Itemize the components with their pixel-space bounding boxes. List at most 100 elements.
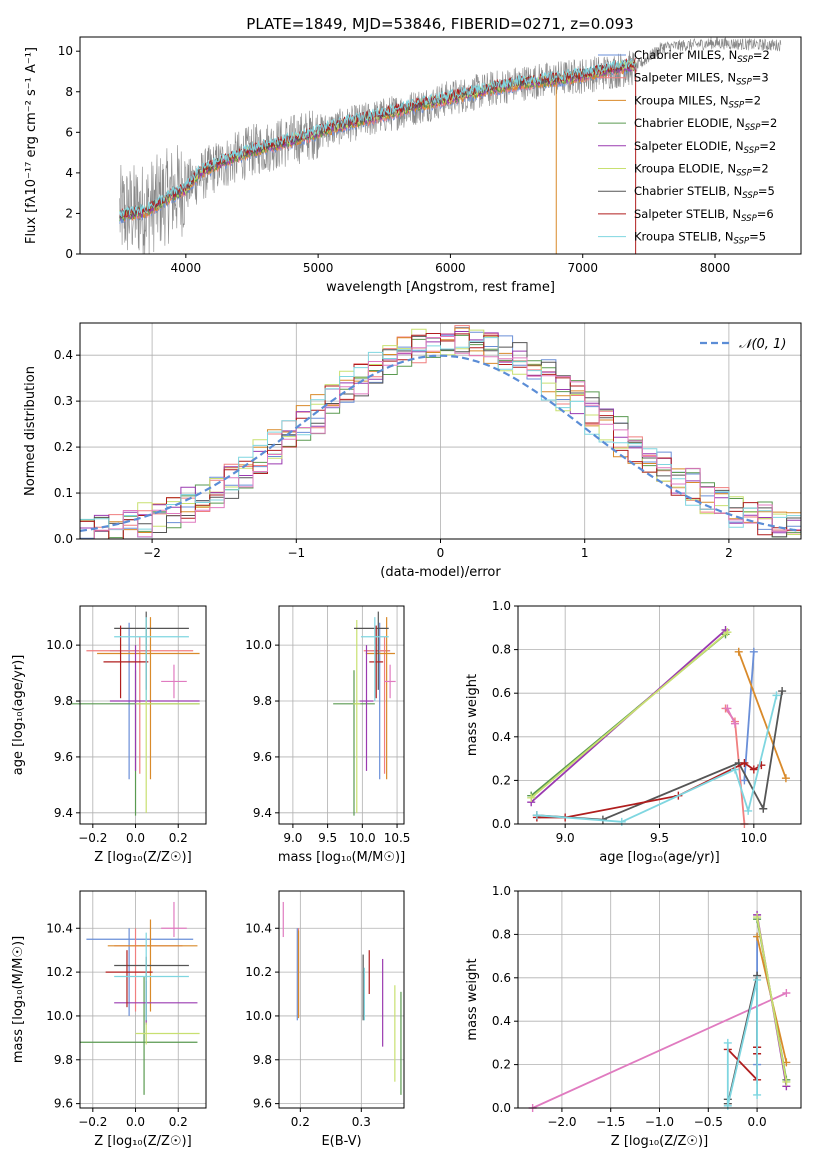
legend-entry-text: Chabrier MILES, N xyxy=(634,48,737,62)
tick-label-y: 9.8 xyxy=(54,1053,73,1067)
series-line-pink xyxy=(532,992,787,1109)
axes-frame xyxy=(517,890,802,1109)
tick-label-x: −1.5 xyxy=(596,1115,625,1129)
tick-label-x: 0.2 xyxy=(169,831,188,845)
tick-label-x: 0.2 xyxy=(291,1115,310,1129)
tick-label-y: 10.0 xyxy=(46,638,73,652)
marker-kroupa_stelib xyxy=(753,975,762,984)
axes-frame xyxy=(79,322,802,540)
legend-entry-value: =5 xyxy=(758,184,775,198)
y-axis-label: Normed distribution xyxy=(23,366,38,496)
tick-label-y: 10.0 xyxy=(245,1009,272,1023)
marker-chabrier_stelib xyxy=(759,804,768,813)
tick-label-y: 0.6 xyxy=(492,971,511,985)
marker-salpeter_stelib xyxy=(740,758,749,767)
legend-entry-text: Salpeter STELIB, N xyxy=(634,207,741,221)
marker-salpeter_stelib xyxy=(749,765,758,774)
tick-label-y: 0.8 xyxy=(492,927,511,941)
model-spectrum-salpeter_elodie xyxy=(119,62,636,221)
legend-entry-value: =5 xyxy=(749,230,766,244)
residual-histogram-panel: −2 −1 0 1 2 0.0 0.1 0.2 0.3 0.4 (data-model)/error… xyxy=(23,322,802,580)
marker-kroupa_elodie xyxy=(782,1077,791,1086)
tick-label-y: 0.4 xyxy=(492,1014,511,1028)
tick-label-y: 0.6 xyxy=(492,686,511,700)
tick-label-x: −0.5 xyxy=(694,1115,723,1129)
legend-entry-subscript: SSP xyxy=(742,191,758,201)
marker-kroupa_elodie xyxy=(527,793,536,802)
legend-entry-text: Chabrier ELODIE, N xyxy=(634,116,745,130)
tick-label-y: 0.0 xyxy=(492,817,511,831)
marker-pink xyxy=(782,988,791,997)
tick-label-y: 0.2 xyxy=(492,1058,511,1072)
legend-entry-value: =3 xyxy=(752,71,769,85)
tick-label-x: 0.0 xyxy=(126,1115,145,1129)
tick-label-y: 10.0 xyxy=(46,1009,73,1023)
tick-label-x: 7000 xyxy=(567,261,598,275)
legend-entry-value: =2 xyxy=(744,93,761,107)
legend-entry-text: Kroupa ELODIE, N xyxy=(634,162,736,176)
tick-label-x: 9.0 xyxy=(556,831,575,845)
marker-kroupa_elodie xyxy=(723,628,732,637)
marker-kroupa_stelib xyxy=(772,691,781,700)
legend-entry-value: =6 xyxy=(757,207,774,221)
tick-label-x: −1 xyxy=(287,546,305,560)
legend-entry: Kroupa STELIB, NSSP=5 xyxy=(634,230,766,247)
axes-frame xyxy=(278,605,405,825)
tick-label-x: 6000 xyxy=(435,261,466,275)
figure-title: PLATE=1849, MJD=53846, FIBERID=0271, z=0… xyxy=(246,15,633,33)
legend-entry-subscript: SSP xyxy=(741,214,757,224)
y-axis-label: Flux [fλ10⁻¹⁷ erg cm⁻² s⁻¹ A⁻¹] xyxy=(24,47,39,244)
marker-kroupa_stelib xyxy=(744,806,753,815)
model-spectrum-chabrier_miles xyxy=(119,63,636,224)
series-line-pink xyxy=(726,708,736,725)
tick-label-x: 0.0 xyxy=(126,831,145,845)
axes-frame xyxy=(517,605,802,825)
mass-vs-ebv-panel: 0.2 0.3 9.6 9.8 10.0 10.2 10.4 E(B-V) xyxy=(245,890,405,1149)
tick-label-y: 0.4 xyxy=(54,348,73,362)
tick-label-x: 1 xyxy=(581,546,589,560)
series-line-kroupa_stelib xyxy=(726,979,758,1107)
tick-label-x: −2 xyxy=(143,546,161,560)
marker-kroupa_stelib xyxy=(730,765,739,774)
marker-kroupa_miles xyxy=(781,774,790,783)
model-spectrum-kroupa_miles xyxy=(119,62,636,222)
series-line-salpeter_stelib xyxy=(727,1047,758,1083)
tick-label-x: −2.0 xyxy=(547,1115,576,1129)
x-axis-label: Z [log₁₀(Z/Z☉)] xyxy=(94,850,191,865)
legend-entry: Chabrier ELODIE, NSSP=2 xyxy=(634,116,777,133)
x-axis-label: E(B-V) xyxy=(321,1134,361,1149)
legend-entry: Kroupa ELODIE, NSSP=2 xyxy=(634,162,769,179)
legend-entry-subscript: SSP xyxy=(736,169,752,179)
marker-pink xyxy=(723,704,732,713)
tick-label-y: 9.6 xyxy=(54,750,73,764)
tick-label-y: 10.4 xyxy=(245,921,272,935)
marker-kroupa_miles xyxy=(734,647,743,656)
x-axis-label: wavelength [Angstrom, rest frame] xyxy=(326,280,555,295)
tick-label-y: 9.6 xyxy=(54,1097,73,1111)
legend-entry-text: Kroupa MILES, N xyxy=(634,93,729,107)
y-axis-label: mass [log₁₀(M/M☉)] xyxy=(11,936,26,1063)
tick-label-y: 9.4 xyxy=(253,806,272,820)
tick-label-x: −1.0 xyxy=(645,1115,674,1129)
tick-label-y: 9.6 xyxy=(253,1097,272,1111)
tick-label-x: 2 xyxy=(725,546,733,560)
legend-entry-text: Chabrier STELIB, N xyxy=(634,184,742,198)
tick-label-y: 0.4 xyxy=(492,730,511,744)
model-spectrum-chabrier_elodie xyxy=(119,62,636,222)
tick-label-x: 0.2 xyxy=(169,1115,188,1129)
x-axis-label: Z [log₁₀(Z/Z☉)] xyxy=(611,1134,708,1149)
legend-entry-subscript: SSP xyxy=(745,123,761,133)
legend-entry-subscript: SSP xyxy=(734,237,750,247)
tick-label-y: 0.0 xyxy=(54,532,73,546)
legend-entry-subscript: SSP xyxy=(729,100,745,110)
x-axis-label: mass [log₁₀(M/M☉)] xyxy=(278,850,405,865)
tick-label-x: 9.0 xyxy=(283,831,302,845)
legend-entry-subscript: SSP xyxy=(744,146,760,156)
tick-label-y: 9.8 xyxy=(54,694,73,708)
legend-entry: Kroupa MILES, NSSP=2 xyxy=(634,93,761,110)
tick-label-y: 8 xyxy=(65,85,73,99)
tick-label-x: 10.0 xyxy=(349,831,376,845)
spectrum-panel: 4000 5000 6000 7000 8000 0 2 4 6 8 10 wavelength [A… xyxy=(24,36,802,295)
model-spectrum-salpeter_miles xyxy=(119,63,636,222)
